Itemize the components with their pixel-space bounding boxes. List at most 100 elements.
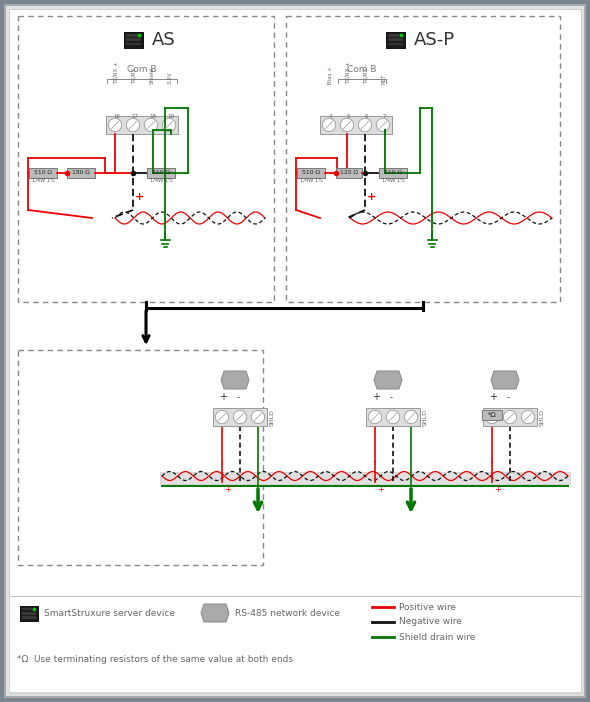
Text: 180 Ω: 180 Ω [72,171,90,176]
Text: Negative wire: Negative wire [399,618,462,626]
Circle shape [322,119,336,132]
Text: +: + [367,192,376,202]
Circle shape [358,119,372,132]
Text: 1/4W 1%: 1/4W 1% [300,178,323,183]
Text: +: + [372,392,380,402]
Circle shape [233,411,247,424]
Text: +: + [135,192,144,202]
Polygon shape [374,371,402,389]
Text: -: - [237,393,240,402]
Text: 3.3V: 3.3V [168,72,173,84]
Text: TX/RX -: TX/RX - [364,64,369,84]
Circle shape [215,411,229,424]
Bar [22,616,36,619]
Text: 1/4W 1%: 1/4W 1% [382,178,404,183]
Text: Com B: Com B [348,65,377,74]
Bar [67,168,95,178]
Text: SHLD: SHLD [270,409,274,425]
Bar [22,607,36,610]
Text: 18: 18 [149,114,156,119]
Bar [320,116,392,134]
Text: 510 Ω: 510 Ω [302,171,320,176]
Text: SHLD: SHLD [539,409,545,425]
Text: AS: AS [152,31,176,49]
Bar [18,350,263,565]
Text: 4: 4 [329,114,332,119]
Text: AS-P: AS-P [414,31,455,49]
Circle shape [162,119,176,132]
Text: SHLD: SHLD [422,409,428,425]
Text: +: + [377,485,384,494]
Bar [9,596,581,692]
Text: Positive wire: Positive wire [399,602,456,611]
Text: 7: 7 [383,114,386,119]
Bar [126,39,140,41]
Text: +: + [494,485,501,494]
Circle shape [126,119,140,132]
Circle shape [368,411,382,424]
Bar [18,16,274,302]
Text: 19: 19 [167,114,174,119]
Bar [123,32,143,48]
Text: Com B: Com B [127,65,157,74]
Bar [106,116,178,134]
Polygon shape [221,371,249,389]
Bar [147,168,175,178]
Text: +: + [489,392,497,402]
Bar [286,16,560,302]
Text: RET: RET [382,74,387,84]
Text: 510 Ω: 510 Ω [152,171,170,176]
Text: 1/4W 1%: 1/4W 1% [31,178,54,183]
Circle shape [376,119,389,132]
Text: 16: 16 [113,114,120,119]
Bar [482,410,502,420]
Circle shape [251,411,265,424]
Text: +: + [219,392,227,402]
Bar [388,34,402,37]
Circle shape [145,119,158,132]
Polygon shape [201,604,229,622]
Bar [388,39,402,41]
Bar [379,168,407,178]
Circle shape [404,411,418,424]
Text: TX/RX -: TX/RX - [132,64,137,84]
Bar [366,408,420,426]
Text: Shield: Shield [150,67,155,84]
Text: Bias +: Bias + [328,66,333,84]
Text: TX/RX +: TX/RX + [346,61,351,84]
Text: 510 Ω: 510 Ω [384,171,402,176]
Polygon shape [491,371,519,389]
Bar [160,472,570,484]
Text: Shield drain wire: Shield drain wire [399,633,476,642]
Text: 5: 5 [347,114,350,119]
Bar [297,168,325,178]
Circle shape [486,411,499,424]
Text: SmartStruxure server device: SmartStruxure server device [44,609,175,618]
Circle shape [503,411,517,424]
Bar [213,408,267,426]
Circle shape [522,411,535,424]
Bar [22,612,36,614]
Circle shape [386,411,399,424]
Circle shape [340,119,353,132]
Text: 1/4W 1%: 1/4W 1% [149,178,172,183]
Text: *Ω  Use terminating resistors of the same value at both ends: *Ω Use terminating resistors of the same… [17,656,293,665]
Bar [336,168,362,178]
Text: 6: 6 [365,114,368,119]
Bar [29,168,57,178]
Text: 17: 17 [131,114,138,119]
Text: TX/RX +: TX/RX + [114,61,119,84]
Bar [483,408,537,426]
Text: *Ω: *Ω [487,412,496,418]
Text: 120 Ω: 120 Ω [340,171,358,176]
Circle shape [109,119,122,132]
Text: RS-485 network device: RS-485 network device [235,609,340,618]
Bar [126,43,140,46]
Bar [20,606,38,621]
Text: -: - [507,393,510,402]
Bar [388,43,402,46]
Text: -: - [390,393,393,402]
Bar [126,34,140,37]
Text: +: + [224,485,231,494]
Text: 510 Ω: 510 Ω [34,171,52,176]
